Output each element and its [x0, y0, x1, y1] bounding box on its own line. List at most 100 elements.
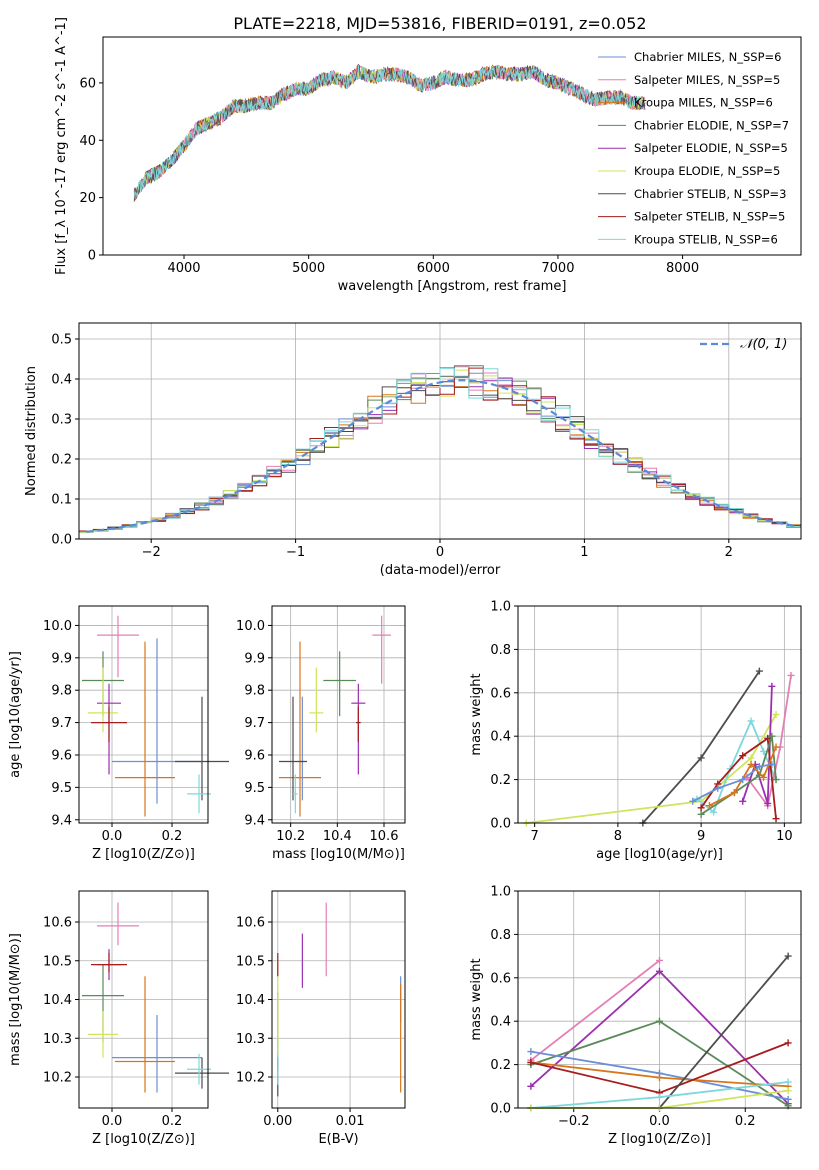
x-tick-label: 0	[436, 545, 444, 560]
panel-weight-vs-age: 7 8 9 10 0.0 0.2 0.4 0.6 0.8 1.0 age [log10(age/yr…	[469, 600, 802, 862]
y-tick-label: 0.4	[490, 1015, 511, 1030]
legend-entry: Salpeter MILES, N_SSP=5	[634, 73, 780, 87]
weight-marker-ke	[784, 1087, 792, 1095]
x-tick-label: 7000	[541, 261, 574, 276]
x-tick-label: 0.2	[735, 1114, 756, 1129]
y-axis-label: mass weight	[469, 958, 484, 1040]
weight-marker-se	[656, 967, 663, 975]
y-tick-label: 0.1	[51, 493, 72, 508]
y-tick-label: 10.4	[43, 993, 72, 1008]
weight-marker-cs	[755, 667, 763, 675]
y-tick-label: 9.9	[51, 651, 72, 666]
x-tick-label: 4000	[167, 261, 200, 276]
x-axis-label: Z [log10(Z/Z⊙)]	[608, 1132, 711, 1147]
y-tick-label: 10.6	[43, 916, 72, 931]
weight-marker-sm	[787, 671, 795, 679]
y-tick-label: 10.3	[236, 1032, 265, 1047]
x-tick-label: 10	[776, 829, 793, 844]
weight-marker-cs	[697, 754, 705, 762]
panel-weight-vs-Z: −0.2 0.0 0.2 0.0 0.2 0.4 0.6 0.8 1.0 Z [log10(Z/Z…	[469, 885, 802, 1147]
legend-entry: Kroupa MILES, N_SSP=6	[634, 96, 773, 110]
y-tick-label: 9.9	[244, 651, 265, 666]
weight-marker-km	[772, 743, 780, 751]
weight-marker-cm	[714, 784, 722, 792]
y-tick-label: 0.5	[51, 333, 72, 348]
spectrum-series-cs	[133, 63, 646, 202]
weight-marker-ss	[764, 734, 772, 742]
x-axis-label: E(B-V)	[318, 1132, 358, 1147]
y-tick-label: 10.3	[43, 1032, 72, 1047]
x-tick-label: −1	[286, 545, 305, 560]
y-tick-label: 0	[88, 249, 96, 264]
weight-series-sm	[746, 675, 792, 808]
weight-marker-sm	[656, 956, 663, 964]
x-tick-label: 10.6	[370, 829, 399, 844]
y-tick-label: 0.8	[490, 928, 511, 943]
weight-marker-cm	[527, 1048, 535, 1056]
x-tick-label: 0.2	[162, 1114, 183, 1129]
x-axis-label: Z [log10(Z/Z⊙)]	[92, 847, 195, 862]
weight-marker-km	[705, 802, 713, 810]
figure-title: PLATE=2218, MJD=53816, FIBERID=0191, z=0…	[233, 14, 646, 33]
x-tick-label: −2	[142, 545, 161, 560]
y-tick-label: 60	[79, 76, 96, 91]
x-tick-label: 0.0	[102, 829, 123, 844]
axes-frame	[517, 605, 802, 824]
y-tick-label: 10.2	[236, 1071, 265, 1086]
y-tick-label: 0.8	[490, 643, 511, 658]
weight-marker-km	[656, 1074, 663, 1082]
x-tick-label: 8000	[666, 261, 699, 276]
panel-age-vs-Z: 0.0 0.2 9.4 9.5 9.6 9.7 9.8 9.9 10.0 Z [log10(Z/Z…	[8, 605, 229, 862]
y-tick-label: 9.6	[51, 748, 72, 763]
y-tick-label: 0.2	[490, 773, 511, 788]
axes-frame	[78, 605, 209, 824]
panel-age-vs-mass: 10.2 10.4 10.6 9.4 9.5 9.6 9.7 9.8 9.9 10.0 mass […	[236, 605, 406, 862]
weight-marker-ss	[784, 1039, 792, 1047]
y-tick-label: 9.5	[244, 781, 265, 796]
y-tick-label: 10.0	[43, 619, 72, 634]
y-axis-label: Normed distribution	[24, 366, 39, 496]
axes-frame	[78, 322, 802, 540]
y-tick-label: 10.5	[236, 954, 265, 969]
weight-marker-se	[768, 682, 776, 690]
y-tick-label: 0.3	[51, 413, 72, 428]
weight-marker-cm	[784, 1095, 792, 1103]
weight-marker-ce	[768, 732, 776, 740]
y-tick-label: 0.2	[51, 453, 72, 468]
axes-frame	[271, 890, 406, 1109]
y-tick-label: 0.2	[490, 1058, 511, 1073]
legend-entry: Kroupa STELIB, N_SSP=6	[634, 232, 778, 246]
y-tick-label: 1.0	[490, 600, 511, 615]
legend-entry: Kroupa ELODIE, N_SSP=5	[634, 164, 780, 178]
weight-marker-cm	[755, 763, 763, 771]
weight-series-ke	[526, 714, 777, 824]
x-tick-label: 0.01	[336, 1114, 365, 1129]
x-tick-label: 5000	[292, 261, 325, 276]
panel-mass-vs-ebv: 0.00 0.01 10.2 10.3 10.4 10.5 10.6 E(B-V)	[236, 890, 406, 1147]
hist-series-ss	[79, 367, 801, 532]
axes-frame	[102, 36, 802, 256]
x-axis-label: (data-model)/error	[380, 563, 501, 578]
x-tick-label: 8	[614, 829, 622, 844]
x-axis-label: Z [log10(Z/Z⊙)]	[92, 1132, 195, 1147]
x-tick-label: 1	[580, 545, 588, 560]
y-tick-label: 0.0	[51, 533, 72, 548]
weight-marker-km	[747, 760, 755, 768]
weight-marker-ss	[772, 815, 780, 823]
y-tick-label: 10.0	[236, 619, 265, 634]
x-tick-label: 6000	[417, 261, 450, 276]
weight-marker-ss	[697, 804, 705, 812]
hist-series-ks	[79, 367, 801, 533]
x-tick-label: 10.4	[323, 829, 352, 844]
x-tick-label: 0.0	[649, 1114, 670, 1129]
weight-marker-km	[760, 773, 768, 781]
x-tick-label: 0.2	[162, 829, 183, 844]
weight-marker-ks	[747, 717, 755, 725]
x-tick-label: 0.00	[263, 1114, 292, 1129]
legend-entry: Salpeter STELIB, N_SSP=5	[634, 210, 785, 224]
x-tick-label: 9	[697, 829, 705, 844]
x-axis-label: age [log10(age/yr)]	[596, 847, 723, 862]
y-tick-label: 10.6	[236, 916, 265, 931]
x-tick-label: 0.0	[102, 1114, 123, 1129]
